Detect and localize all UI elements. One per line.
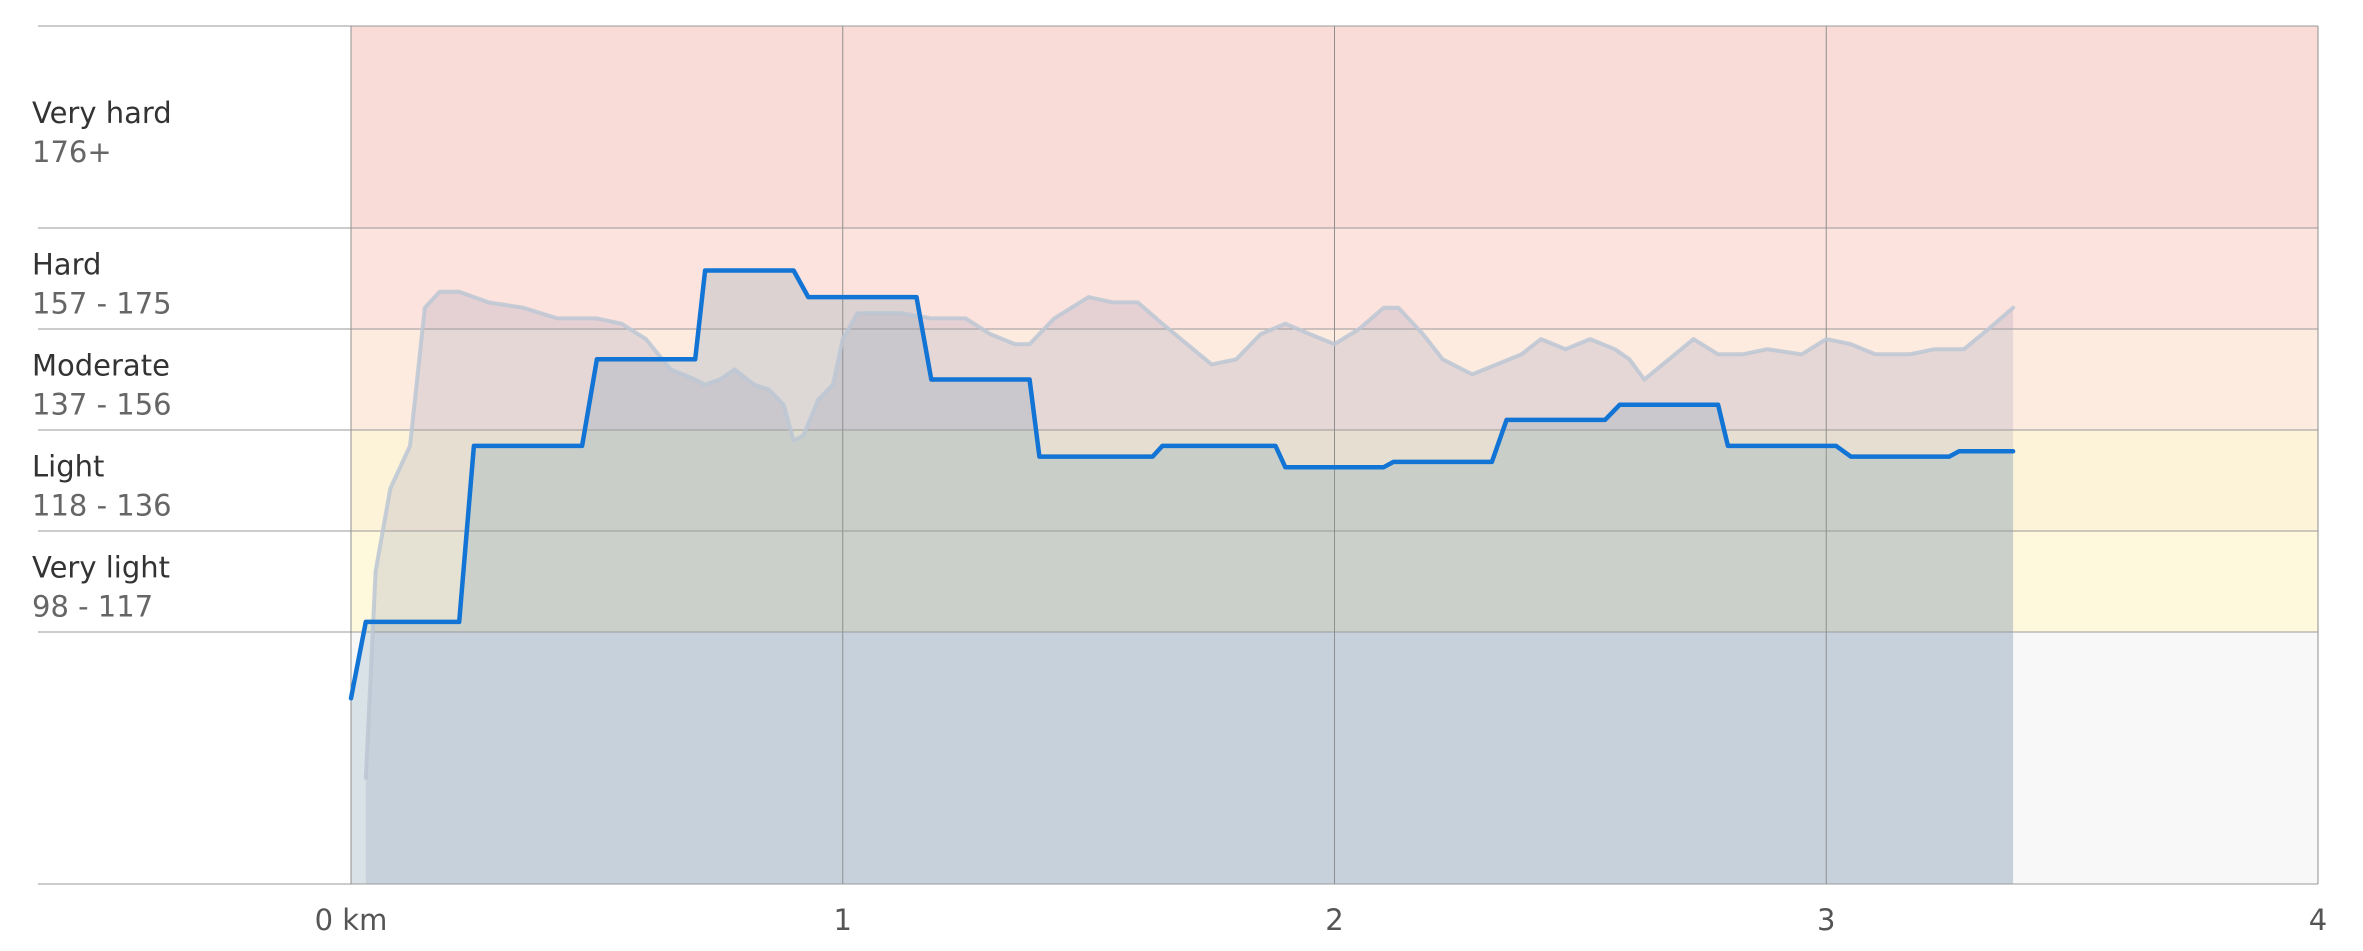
zone-label-moderate: Moderate xyxy=(32,349,170,383)
zone-label-very-hard: Very hard xyxy=(32,96,172,130)
series-2-line xyxy=(363,289,2016,780)
zone-range-hard: 157 - 175 xyxy=(32,287,172,321)
series-2-area xyxy=(365,291,2014,884)
x-tick-label-3: 3 xyxy=(1817,903,1835,937)
series-1-line xyxy=(348,268,2016,701)
x-tick-label-2: 2 xyxy=(1325,903,1343,937)
x-axis: 0 km 1 2 3 4 xyxy=(315,903,2328,937)
x-tick-label-0: 0 km xyxy=(315,903,388,937)
zone-range-very-hard: 176+ xyxy=(32,135,112,169)
zone-labels: Very hard 176+ Hard 157 - 175 Moderate 137 - … xyxy=(32,96,172,624)
zone-range-light: 118 - 136 xyxy=(32,489,172,523)
zone-range-moderate: 137 - 156 xyxy=(32,388,172,422)
zone-label-very-light: Very light xyxy=(32,551,170,585)
x-tick-label-1: 1 xyxy=(834,903,852,937)
gridlines xyxy=(38,25,2319,885)
series-lines xyxy=(348,268,2016,780)
zone-label-hard: Hard xyxy=(32,248,101,282)
x-tick-label-4: 4 xyxy=(2309,903,2327,937)
zone-range-very-light: 98 - 117 xyxy=(32,590,153,624)
area-fills xyxy=(351,270,2014,884)
series-1-area xyxy=(351,270,2014,884)
zone-label-light: Light xyxy=(32,450,104,484)
